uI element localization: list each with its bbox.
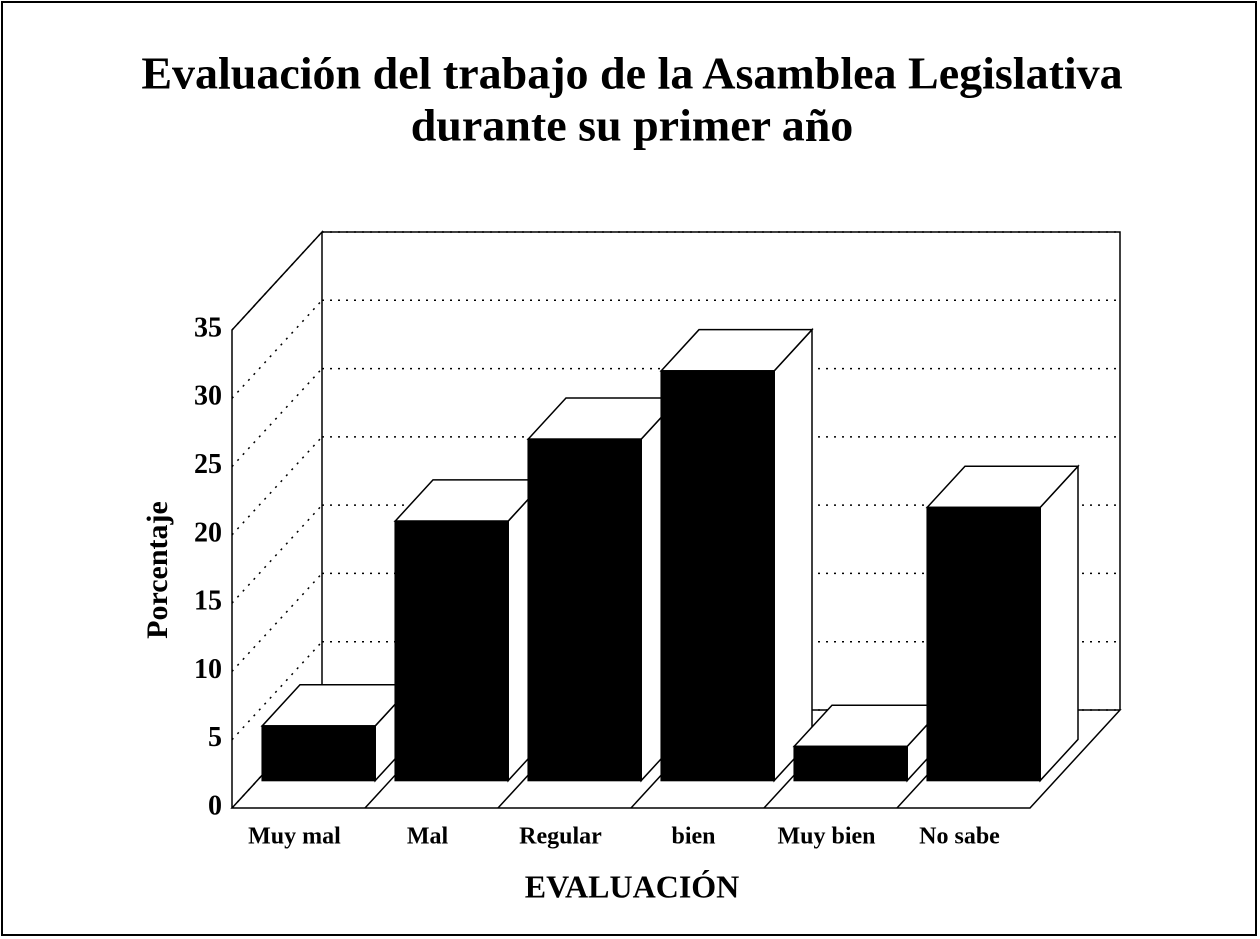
left-wall [231, 230, 323, 808]
x-tick-label: Regular [519, 824, 602, 850]
y-tick-label: 35 [194, 312, 222, 343]
bar [793, 745, 908, 782]
y-tick-label: 25 [194, 449, 222, 480]
bar-side [1039, 464, 1079, 783]
x-tick-label: No sabe [919, 824, 1000, 850]
bar-side [773, 327, 813, 783]
x-tick-label: Muy bien [777, 824, 875, 850]
x-axis-label: EVALUACIÓN [525, 868, 740, 904]
y-tick-label: 0 [208, 790, 222, 821]
bar [926, 506, 1041, 782]
bar [261, 725, 376, 782]
y-axis-label: Porcentaje [141, 501, 174, 639]
x-tick-label: bien [671, 824, 715, 850]
y-tick-label: 10 [194, 654, 222, 685]
x-tick-label: Muy mal [248, 824, 341, 850]
bar [660, 370, 775, 782]
x-tick-label: Mal [407, 824, 449, 850]
chart-title: durante su primer año [411, 100, 854, 151]
y-tick-label: 30 [194, 381, 222, 412]
y-tick-label: 5 [208, 722, 222, 753]
bar [394, 520, 509, 782]
chart-title: Evaluación del trabajo de la Asamblea Le… [141, 48, 1122, 99]
y-tick-label: 15 [194, 586, 222, 617]
bar [527, 438, 642, 782]
y-tick-label: 20 [194, 517, 222, 548]
